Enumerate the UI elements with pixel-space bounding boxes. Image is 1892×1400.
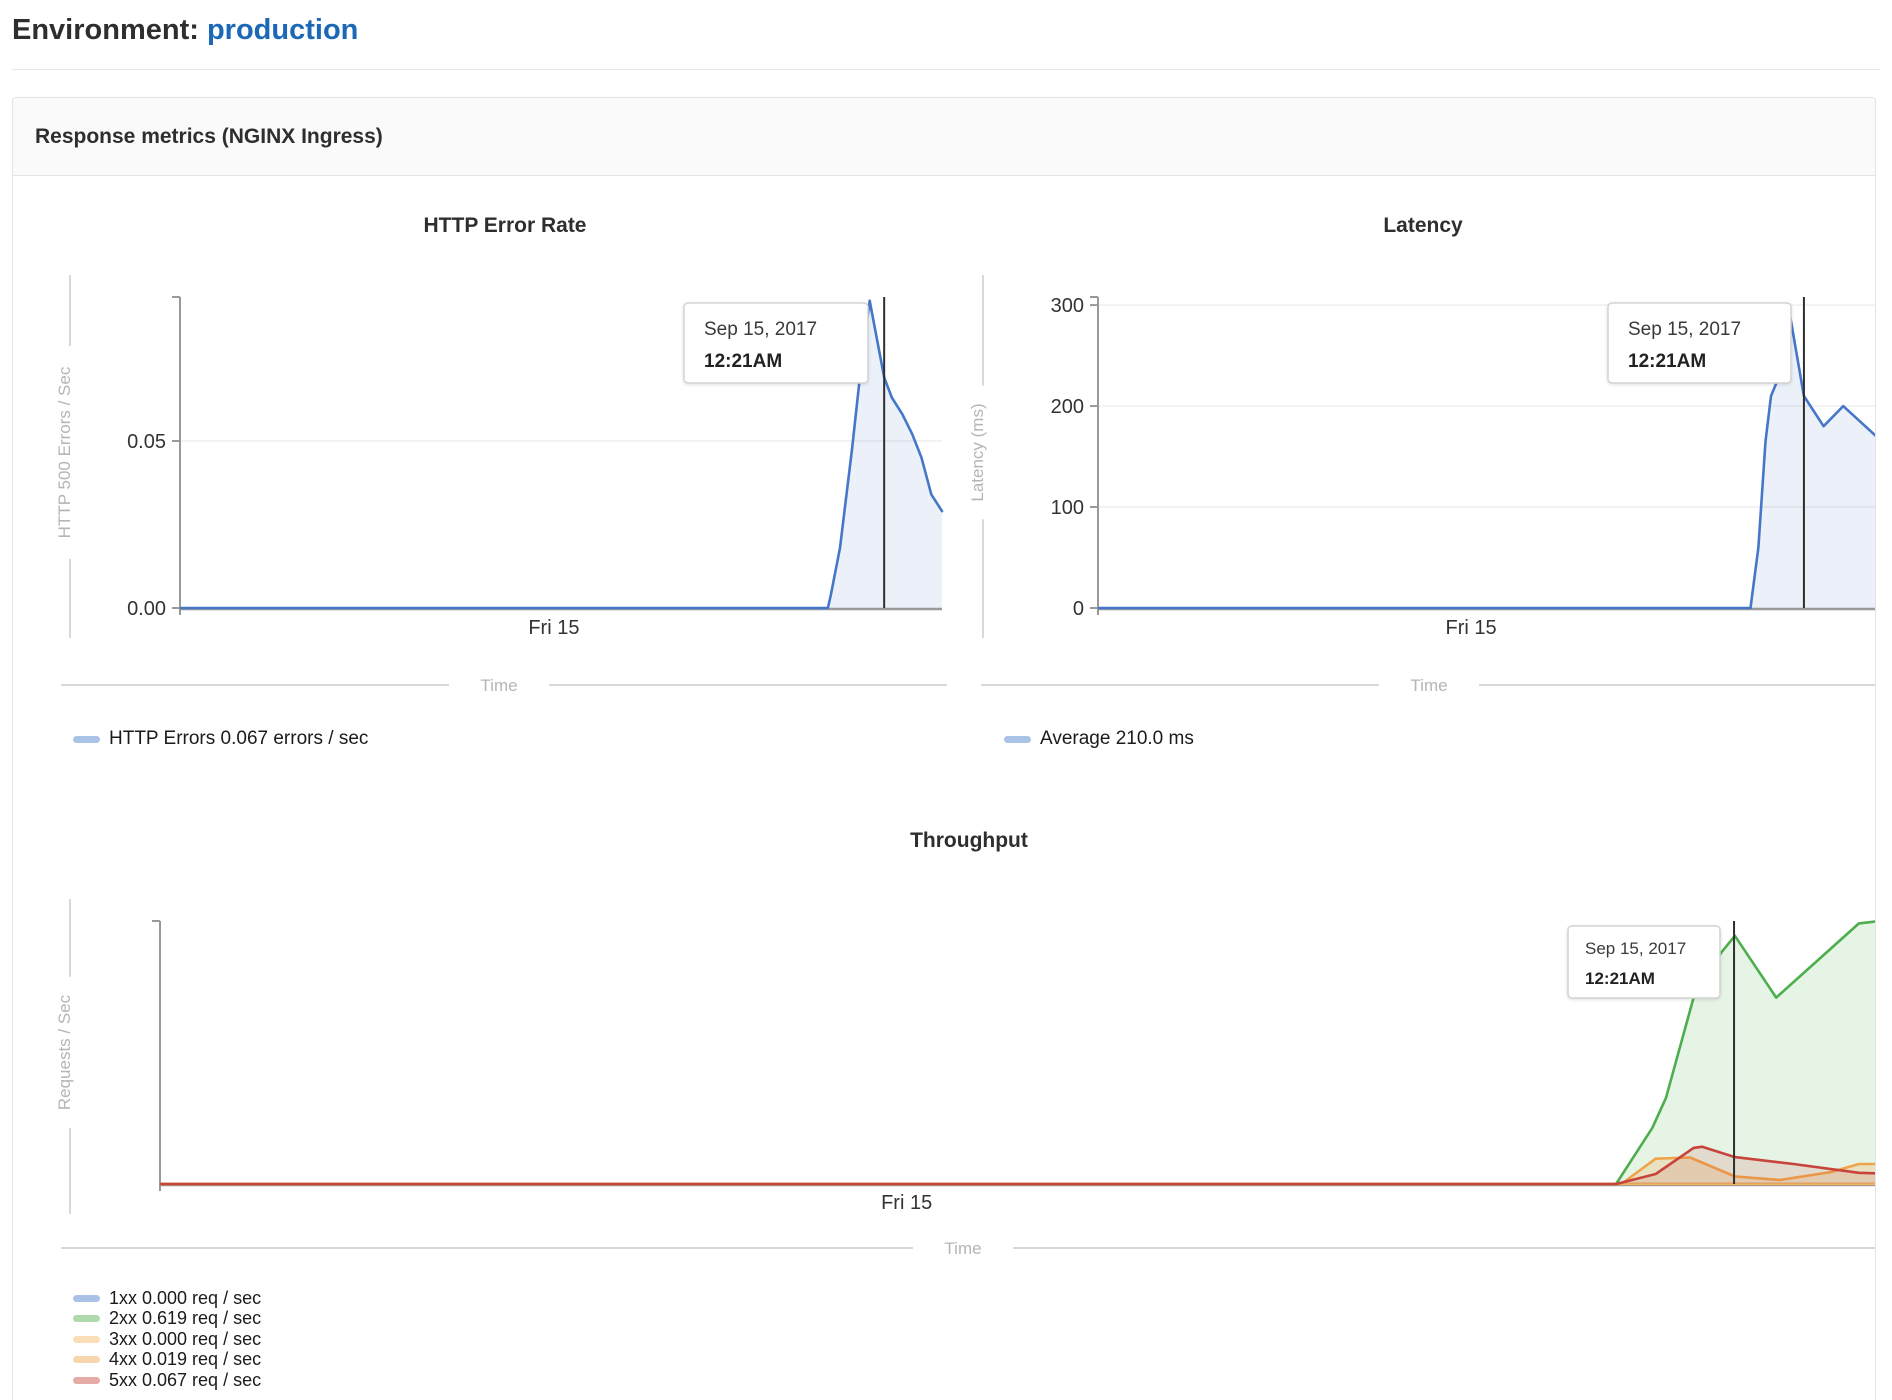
throughput-legend: 1xx 0.000 req / sec 2xx 0.619 req / sec 3x… xyxy=(73,1287,1875,1391)
legend-item: Average 210.0 ms xyxy=(1004,726,1875,752)
legend-swatch xyxy=(73,1376,100,1384)
y-axis-label: Requests / Sec xyxy=(55,994,74,1110)
tooltip-date: Sep 15, 2017 xyxy=(1628,319,1741,340)
legend-item: 4xx 0.019 req / sec xyxy=(73,1349,1875,1371)
http-error-rate-chart-svg[interactable]: 0.05 0.00 Fri 15 Time HTTP 500 Errors / Sec S… xyxy=(49,245,961,710)
legend-label: 4xx 0.019 req / sec xyxy=(109,1349,262,1370)
tooltip-date: Sep 15, 2017 xyxy=(704,319,817,340)
http-error-rate-legend: HTTP Errors 0.067 errors / sec xyxy=(73,726,961,752)
legend-item: 1xx 0.000 req / sec xyxy=(73,1287,1875,1309)
legend-item: 2xx 0.619 req / sec xyxy=(73,1308,1875,1330)
environment-link[interactable]: production xyxy=(206,14,359,46)
x-axis-label: Time xyxy=(480,676,517,695)
x-axis-label: Time xyxy=(1410,676,1447,695)
latency-legend: Average 210.0 ms xyxy=(1004,726,1875,752)
legend-swatch xyxy=(73,1294,100,1302)
chart-tooltip: Sep 15, 2017 12:21AM xyxy=(683,302,869,384)
legend-item: HTTP Errors 0.067 errors / sec xyxy=(73,726,961,752)
series-area-4xx xyxy=(161,1157,1875,1184)
legend-label: HTTP Errors 0.067 errors / sec xyxy=(109,728,369,749)
chart-title: Latency xyxy=(1383,214,1463,237)
legend-item: 5xx 0.067 req / sec xyxy=(73,1369,1875,1391)
tooltip-box xyxy=(683,302,869,384)
x-tick-label: Fri 15 xyxy=(528,617,579,639)
legend-item: 3xx 0.000 req / sec xyxy=(73,1328,1875,1350)
series-area-average xyxy=(1099,305,1875,608)
series-line-http-errors xyxy=(179,299,944,610)
tooltip-box xyxy=(1567,925,1721,999)
legend-swatch xyxy=(1004,735,1031,743)
y-tick-label: 0.00 xyxy=(127,598,166,620)
y-tick-label: 300 xyxy=(1051,295,1084,317)
legend-swatch xyxy=(73,1335,100,1343)
panel-header: Response metrics (NGINX Ingress) xyxy=(13,98,1875,176)
http-error-rate-chart: HTTP Error Rate 0.05 0.00 Fri 15 Time HTTP 5… xyxy=(49,211,961,752)
y-tick-label: 0.05 xyxy=(127,431,166,453)
header-divider xyxy=(12,69,1880,70)
legend-label: 3xx 0.000 req / sec xyxy=(109,1328,262,1349)
panel-title: Response metrics (NGINX Ingress) xyxy=(35,124,383,148)
tooltip-time: 12:21AM xyxy=(1585,969,1655,988)
legend-label: 1xx 0.000 req / sec xyxy=(109,1287,262,1308)
chart-tooltip: Sep 15, 2017 12:21AM xyxy=(1567,925,1721,999)
tooltip-time: 12:21AM xyxy=(704,351,782,372)
y-axis-label: HTTP 500 Errors / Sec xyxy=(55,366,74,538)
series-area-2xx xyxy=(161,921,1875,1184)
y-tick-label: 0 xyxy=(1073,598,1084,620)
throughput-chart-svg[interactable]: Fri 15 Time Requests / Sec Sep 15, 2017 12:2… xyxy=(49,860,1876,1280)
page-title: Environment: production xyxy=(0,0,1892,47)
tooltip-box xyxy=(1607,302,1792,384)
legend-label: Average 210.0 ms xyxy=(1040,728,1194,749)
x-tick-label: Fri 15 xyxy=(1446,617,1497,639)
chart-title: Throughput xyxy=(910,829,1028,852)
legend-label: 2xx 0.619 req / sec xyxy=(109,1308,262,1329)
chart-title: HTTP Error Rate xyxy=(423,214,587,237)
y-tick-label: 100 xyxy=(1051,497,1084,519)
series-area-5xx xyxy=(161,1146,1875,1184)
x-tick-label: Fri 15 xyxy=(881,1192,932,1214)
response-metrics-panel: Response metrics (NGINX Ingress) HTTP Er… xyxy=(12,97,1876,1400)
y-tick-label: 200 xyxy=(1051,396,1084,418)
tooltip-date: Sep 15, 2017 xyxy=(1585,939,1686,958)
y-axis-label: Latency (ms) xyxy=(968,403,987,501)
series-line-5xx xyxy=(159,1145,1875,1186)
latency-chart-svg[interactable]: 300 200 100 0 Fri 15 Time Latency (ms) Sep 15, … xyxy=(968,245,1876,710)
legend-swatch xyxy=(73,735,100,743)
environment-label: Environment: xyxy=(12,14,199,46)
panel-body: HTTP Error Rate 0.05 0.00 Fri 15 Time HTTP 5… xyxy=(13,176,1875,1400)
legend-swatch xyxy=(73,1356,100,1364)
chart-tooltip: Sep 15, 2017 12:21AM xyxy=(1607,302,1792,384)
latency-chart: Latency 300 200 100 0 Fri 15 Time Latency (ms)… xyxy=(968,211,1876,752)
legend-swatch xyxy=(73,1315,100,1323)
tooltip-time: 12:21AM xyxy=(1628,351,1706,372)
x-axis-label: Time xyxy=(944,1239,981,1258)
throughput-chart: Throughput Fri 15 Time Requests / Sec Sep 1… xyxy=(49,826,1876,1391)
legend-label: 5xx 0.067 req / sec xyxy=(109,1369,262,1390)
